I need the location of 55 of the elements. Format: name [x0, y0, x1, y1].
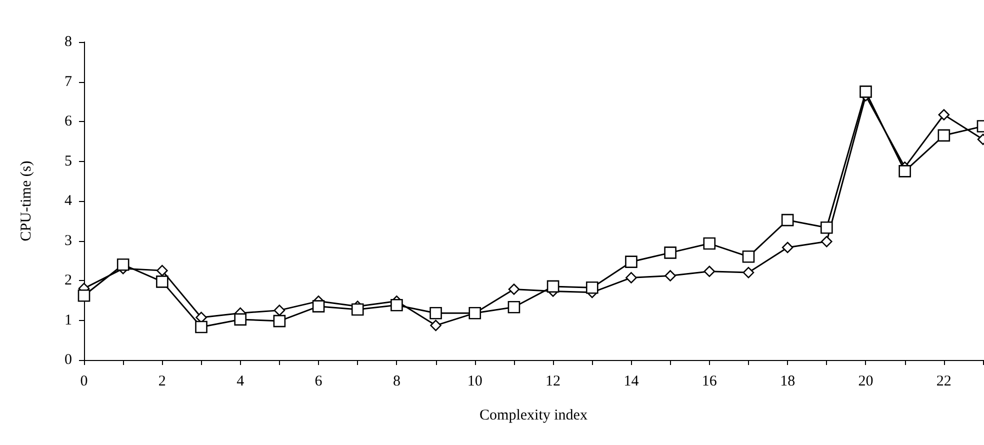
- point: [546, 280, 560, 293]
- point: [898, 165, 911, 178]
- point: [390, 298, 403, 312]
- x-tick-label: 10: [467, 374, 482, 390]
- point: [78, 289, 90, 302]
- x-tick-label: 16: [702, 374, 718, 390]
- y-tick-label: 4: [64, 193, 72, 209]
- point: [820, 221, 833, 234]
- point: [625, 256, 638, 268]
- point: [195, 320, 208, 334]
- point: [704, 266, 716, 278]
- point: [938, 129, 950, 142]
- point: [626, 272, 637, 284]
- point: [664, 270, 676, 282]
- y-tick-label: 8: [64, 34, 72, 50]
- point: [274, 304, 286, 316]
- x-tick-label: 4: [236, 374, 245, 390]
- point: [234, 313, 246, 326]
- x-tick-label: 20: [858, 374, 874, 390]
- x-tick-label: 22: [936, 374, 952, 390]
- y-tick-label: 1: [64, 312, 72, 328]
- point: [508, 284, 520, 295]
- point: [430, 320, 442, 332]
- x-tick-label: 12: [546, 374, 561, 390]
- point: [273, 314, 286, 328]
- x-tick-label: 2: [158, 374, 166, 390]
- point: [312, 300, 325, 312]
- point: [782, 242, 794, 254]
- point: [781, 214, 794, 226]
- x-tick-label: 0: [80, 374, 88, 390]
- point: [664, 246, 676, 259]
- x-tick-label: 8: [392, 374, 400, 390]
- point: [351, 303, 364, 316]
- point: [586, 282, 598, 294]
- point: [430, 306, 442, 320]
- x-tick-label: 14: [624, 374, 640, 390]
- y-tick-label: 6: [64, 114, 72, 130]
- x-tick-label: 6: [314, 374, 323, 390]
- x-axis-title: Complexity index: [480, 408, 588, 424]
- point: [116, 258, 130, 271]
- point: [703, 237, 716, 250]
- point: [821, 236, 832, 248]
- y-tick-label: 5: [64, 153, 72, 170]
- point: [156, 264, 168, 276]
- x-tick-label: 18: [780, 374, 796, 390]
- y-tick-label: 3: [64, 232, 72, 249]
- point: [156, 276, 168, 288]
- y-axis-title: CPU-time (s): [18, 160, 34, 242]
- point: [508, 300, 520, 314]
- point: [742, 266, 754, 278]
- y-tick-label: 2: [64, 272, 72, 288]
- y-tick-label: 7: [64, 74, 72, 90]
- y-tick-label: 0: [64, 352, 72, 368]
- point: [938, 109, 950, 120]
- point: [742, 250, 755, 263]
